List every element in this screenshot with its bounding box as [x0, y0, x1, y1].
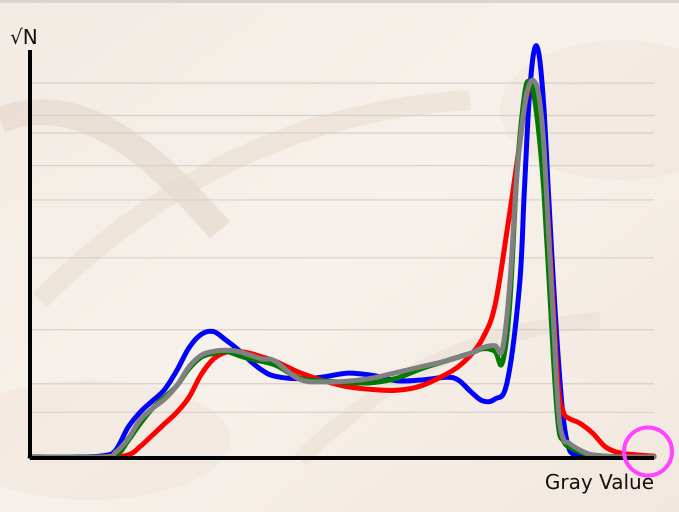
y-axis-label: √N [10, 25, 38, 49]
luminance-line [27, 77, 657, 460]
series-layer [27, 43, 657, 460]
annotation-layer [622, 425, 674, 478]
highlight-circle-marker [622, 425, 674, 478]
red-channel-line [27, 84, 657, 460]
